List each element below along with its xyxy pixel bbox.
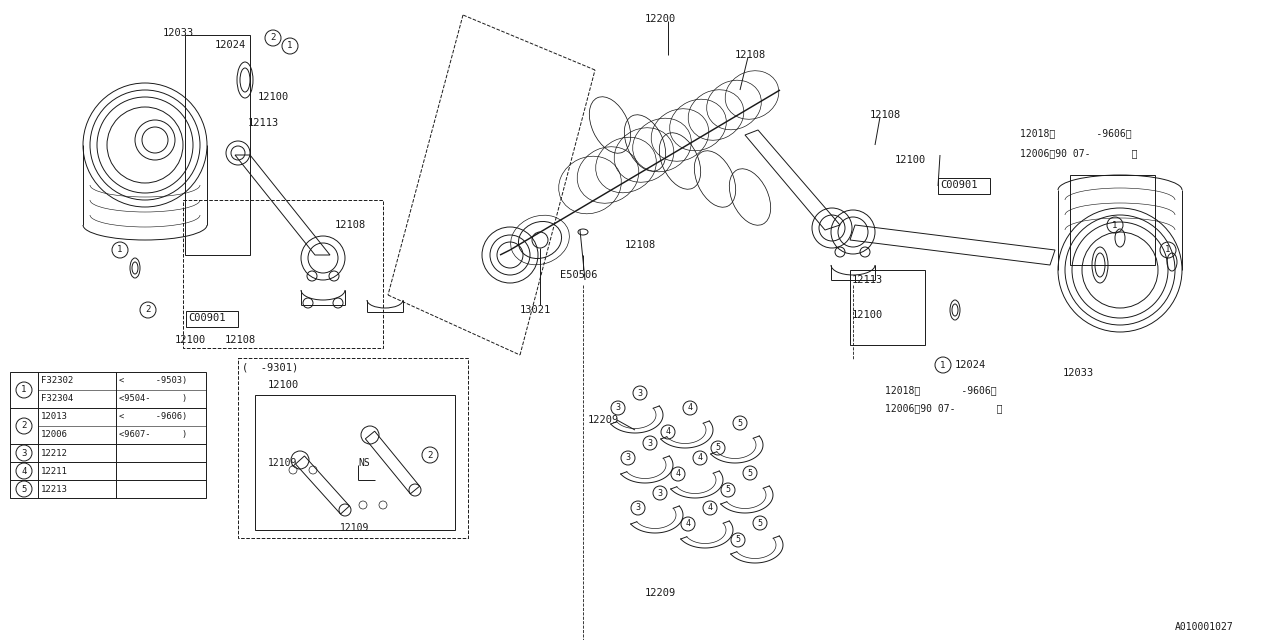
Text: 12200: 12200 bbox=[645, 14, 676, 24]
Text: 12018〈       -9606〉: 12018〈 -9606〉 bbox=[884, 385, 997, 395]
Text: <9504-      ): <9504- ) bbox=[119, 394, 187, 403]
Text: 12006: 12006 bbox=[41, 430, 68, 439]
Text: 2: 2 bbox=[270, 33, 275, 42]
Text: 2: 2 bbox=[428, 451, 433, 460]
Text: 1: 1 bbox=[22, 385, 27, 394]
Bar bbox=[183, 200, 383, 348]
Text: <9607-      ): <9607- ) bbox=[119, 430, 187, 439]
Text: 12108: 12108 bbox=[225, 335, 256, 345]
Bar bbox=[186, 311, 238, 327]
Text: C00901: C00901 bbox=[188, 313, 225, 323]
Bar bbox=[186, 35, 250, 255]
Text: 4: 4 bbox=[687, 403, 692, 413]
Text: 3: 3 bbox=[648, 438, 653, 447]
Text: 5: 5 bbox=[748, 468, 753, 477]
Text: F32304: F32304 bbox=[41, 394, 73, 403]
Text: 12113: 12113 bbox=[852, 275, 883, 285]
Text: 4: 4 bbox=[708, 504, 713, 513]
Text: 1: 1 bbox=[1112, 221, 1117, 230]
Text: 12212: 12212 bbox=[41, 449, 68, 458]
Text: NS: NS bbox=[358, 458, 370, 468]
Text: 1: 1 bbox=[118, 246, 123, 255]
Text: F32302: F32302 bbox=[41, 376, 73, 385]
Text: 12109: 12109 bbox=[268, 458, 297, 468]
Text: C00901: C00901 bbox=[940, 180, 978, 190]
Text: 12209: 12209 bbox=[588, 415, 620, 425]
Text: 2: 2 bbox=[146, 305, 151, 314]
Text: 4: 4 bbox=[676, 470, 681, 479]
Text: 3: 3 bbox=[637, 388, 643, 397]
Bar bbox=[938, 178, 989, 194]
Text: 12109: 12109 bbox=[340, 523, 370, 533]
Text: 5: 5 bbox=[736, 536, 741, 545]
Text: 5: 5 bbox=[726, 486, 731, 495]
Text: 12108: 12108 bbox=[870, 110, 901, 120]
Text: <      -9503): < -9503) bbox=[119, 376, 187, 385]
Text: 12006〈90 07-       〉: 12006〈90 07- 〉 bbox=[884, 403, 1002, 413]
Text: 3: 3 bbox=[635, 504, 640, 513]
Text: 1: 1 bbox=[287, 42, 293, 51]
Text: 5: 5 bbox=[758, 518, 763, 527]
Text: (  -9301): ( -9301) bbox=[242, 362, 298, 372]
Text: 12100: 12100 bbox=[175, 335, 206, 345]
Text: 4: 4 bbox=[666, 428, 671, 436]
Text: 12018〈       -9606〉: 12018〈 -9606〉 bbox=[1020, 128, 1132, 138]
Text: 12209: 12209 bbox=[644, 588, 676, 598]
Text: 4: 4 bbox=[22, 467, 27, 476]
Bar bbox=[255, 395, 454, 530]
Text: 4: 4 bbox=[686, 520, 690, 529]
Text: 12100: 12100 bbox=[268, 380, 300, 390]
Text: 3: 3 bbox=[616, 403, 621, 413]
Text: 12024: 12024 bbox=[215, 40, 246, 50]
Text: 5: 5 bbox=[716, 444, 721, 452]
Text: A010001027: A010001027 bbox=[1175, 622, 1234, 632]
Bar bbox=[10, 372, 206, 498]
Text: E50506: E50506 bbox=[561, 270, 598, 280]
Text: 12033: 12033 bbox=[1062, 368, 1094, 378]
Text: <      -9606): < -9606) bbox=[119, 412, 187, 421]
Text: 5: 5 bbox=[737, 419, 742, 428]
Text: 4: 4 bbox=[698, 454, 703, 463]
Text: 1: 1 bbox=[1165, 246, 1171, 255]
Text: 12211: 12211 bbox=[41, 467, 68, 476]
Text: 1: 1 bbox=[941, 360, 946, 369]
Bar bbox=[238, 358, 468, 538]
Text: 12013: 12013 bbox=[41, 412, 68, 421]
Text: 12113: 12113 bbox=[248, 118, 279, 128]
Text: 12006〈90 07-       〉: 12006〈90 07- 〉 bbox=[1020, 148, 1138, 158]
Text: 12213: 12213 bbox=[41, 485, 68, 494]
Bar bbox=[1070, 175, 1155, 265]
Text: 12100: 12100 bbox=[895, 155, 927, 165]
Text: 12033: 12033 bbox=[163, 28, 195, 38]
Text: 3: 3 bbox=[22, 449, 27, 458]
Text: 2: 2 bbox=[22, 422, 27, 431]
Text: 12100: 12100 bbox=[852, 310, 883, 320]
Text: 12108: 12108 bbox=[735, 50, 767, 60]
Text: 12100: 12100 bbox=[259, 92, 289, 102]
Text: 5: 5 bbox=[22, 484, 27, 493]
Text: 3: 3 bbox=[626, 454, 631, 463]
Bar bbox=[850, 270, 925, 345]
Text: 13021: 13021 bbox=[520, 305, 552, 315]
Text: 12108: 12108 bbox=[625, 240, 657, 250]
Text: 12024: 12024 bbox=[955, 360, 987, 370]
Text: 3: 3 bbox=[658, 488, 663, 497]
Text: 12108: 12108 bbox=[335, 220, 366, 230]
